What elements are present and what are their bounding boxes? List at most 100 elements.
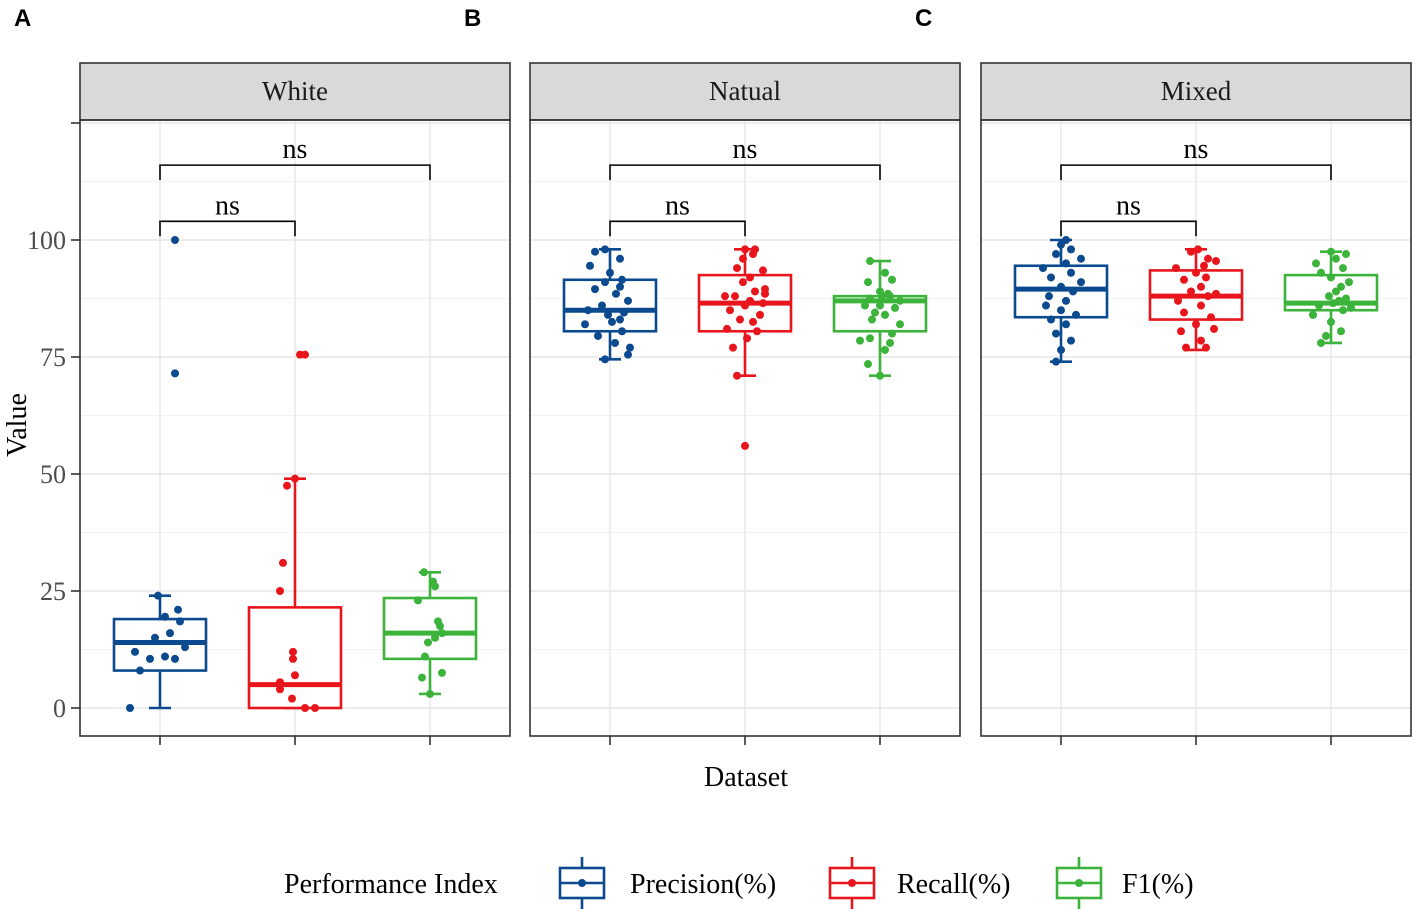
significance-label: ns <box>733 134 758 165</box>
data-point <box>601 245 609 254</box>
data-point <box>1337 282 1345 291</box>
data-point <box>1322 331 1330 340</box>
legend-item-recall: Recall(%) <box>828 857 1011 909</box>
data-point <box>131 647 139 656</box>
data-point <box>759 299 767 308</box>
facet-strip <box>980 62 1412 121</box>
data-point <box>1339 306 1347 315</box>
data-point <box>891 303 899 312</box>
data-point <box>1047 273 1055 282</box>
data-point <box>733 371 741 380</box>
data-point <box>276 678 284 687</box>
data-point <box>864 278 872 287</box>
y-axis-label: Value <box>2 393 33 457</box>
y-tick-label: 50 <box>40 460 66 489</box>
data-point <box>886 338 894 347</box>
data-point <box>896 320 904 329</box>
data-point <box>1194 245 1202 254</box>
data-point <box>616 282 624 291</box>
box-precision <box>1013 236 1109 366</box>
data-point <box>739 278 747 287</box>
data-point <box>864 360 872 369</box>
legend-key-point <box>578 879 586 887</box>
data-point <box>761 285 769 294</box>
data-point <box>1052 329 1060 338</box>
data-point <box>1057 345 1065 354</box>
data-point <box>591 247 599 256</box>
data-point <box>279 558 287 567</box>
data-point <box>1342 294 1350 303</box>
data-point <box>301 704 309 712</box>
data-point <box>1327 247 1335 256</box>
data-point <box>881 345 889 354</box>
panels-layer: Ans ns White Bns ns Natual Cns ns Mixed <box>14 5 1412 745</box>
data-point <box>1317 268 1325 277</box>
data-point <box>1180 275 1188 284</box>
data-point <box>1187 287 1195 296</box>
data-point <box>1187 247 1195 256</box>
data-point <box>618 327 626 336</box>
data-point <box>276 685 284 694</box>
data-point <box>289 654 297 663</box>
data-point <box>311 704 319 712</box>
y-tick-label: 25 <box>40 577 66 606</box>
data-point <box>136 666 144 675</box>
data-point <box>606 268 614 277</box>
data-point <box>626 343 634 352</box>
data-point <box>741 441 749 450</box>
legend-label: F1(%) <box>1122 869 1194 900</box>
box-recall <box>247 350 343 712</box>
significance-bracket: ns <box>159 190 296 237</box>
data-point <box>601 355 609 364</box>
data-point <box>1077 254 1085 263</box>
data-point <box>749 317 757 326</box>
data-point <box>438 629 446 638</box>
data-point <box>420 568 428 577</box>
data-point <box>429 577 437 586</box>
data-point <box>1335 296 1343 305</box>
data-point <box>171 236 179 244</box>
data-point <box>1172 264 1180 273</box>
data-point <box>431 633 439 642</box>
data-point <box>616 254 624 263</box>
y-tick-label: 100 <box>27 226 66 255</box>
data-point <box>601 278 609 287</box>
data-point <box>171 654 179 663</box>
legend-item-f1: F1(%) <box>1055 857 1194 909</box>
significance-bracket: ns <box>159 134 431 181</box>
panel-mixed: Cns ns Mixed <box>915 5 1412 745</box>
data-point <box>1339 264 1347 273</box>
facet-title: White <box>262 76 328 106</box>
data-point <box>866 334 874 343</box>
data-point <box>1062 259 1070 268</box>
data-point <box>1204 254 1212 263</box>
data-point <box>1337 327 1345 336</box>
data-point <box>881 310 889 319</box>
data-point <box>1039 264 1047 273</box>
bracket-line <box>1060 220 1197 237</box>
data-point <box>620 308 628 317</box>
bracket-line <box>609 164 881 181</box>
data-point <box>888 329 896 338</box>
bracket-line <box>159 220 296 237</box>
data-point <box>868 315 876 324</box>
data-point <box>866 294 874 303</box>
facet-strip <box>79 62 511 121</box>
data-point <box>1047 315 1055 324</box>
data-point <box>434 617 442 626</box>
significance-bracket: ns <box>609 134 881 181</box>
data-point <box>1212 257 1220 266</box>
data-point <box>1207 313 1215 322</box>
data-point <box>598 301 606 310</box>
data-point <box>1072 310 1080 319</box>
data-point <box>741 245 749 254</box>
data-point <box>723 324 731 333</box>
y-axis: 0 25 50 75 100 <box>27 122 80 723</box>
data-point <box>608 317 616 326</box>
facet-strip <box>529 62 961 121</box>
panel-white: Ans ns White <box>14 5 511 745</box>
data-point <box>618 275 626 284</box>
box-precision <box>562 245 658 364</box>
legend-key-point <box>1075 879 1083 887</box>
